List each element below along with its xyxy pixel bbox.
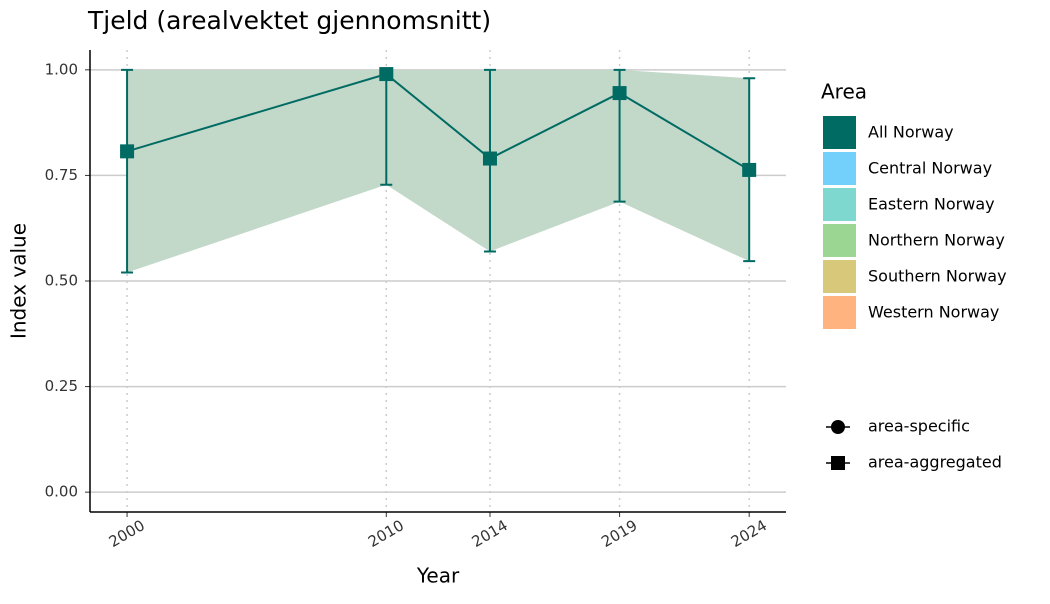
x-tick-label: 2014 <box>469 516 511 551</box>
marker <box>742 162 757 177</box>
legend-swatch <box>823 188 856 221</box>
marker <box>379 67 394 82</box>
error-bar <box>121 68 134 274</box>
legend-label: area-specific <box>868 417 970 436</box>
legend-label: All Norway <box>868 123 954 142</box>
legend-key <box>831 420 845 434</box>
legend-title: Area <box>821 80 867 104</box>
legend-label: area-aggregated <box>868 453 1002 472</box>
y-tick-label: 0.25 <box>45 377 78 395</box>
x-tick-label: 2010 <box>365 516 407 551</box>
y-tick-label: 0.50 <box>45 272 78 290</box>
x-tick-label: 2024 <box>728 516 770 551</box>
y-tick-label: 0.00 <box>45 483 78 501</box>
chart-title: Tjeld (arealvektet gjennomsnitt) <box>87 6 491 35</box>
legend-label: Northern Norway <box>868 231 1005 250</box>
legend-label: Western Norway <box>868 303 999 322</box>
legend-swatch <box>823 296 856 329</box>
legend-label: Southern Norway <box>868 267 1007 286</box>
x-axis-label: Year <box>416 564 460 588</box>
legend-swatch <box>823 224 856 257</box>
legend-swatch <box>823 116 856 149</box>
legend-label: Eastern Norway <box>868 195 995 214</box>
ribbon <box>127 69 750 273</box>
marker <box>120 144 135 159</box>
y-axis-label: Index value <box>7 223 31 339</box>
legend-key <box>831 456 845 470</box>
legend-swatch <box>823 152 856 185</box>
legend-swatch <box>823 260 856 293</box>
legend-label: Central Norway <box>868 159 992 178</box>
y-tick-label: 1.00 <box>45 60 78 78</box>
marker <box>612 86 627 101</box>
x-tick-label: 2019 <box>598 516 640 551</box>
marker <box>482 151 497 166</box>
x-tick-label: 2000 <box>106 516 148 551</box>
y-tick-label: 0.75 <box>45 166 78 184</box>
